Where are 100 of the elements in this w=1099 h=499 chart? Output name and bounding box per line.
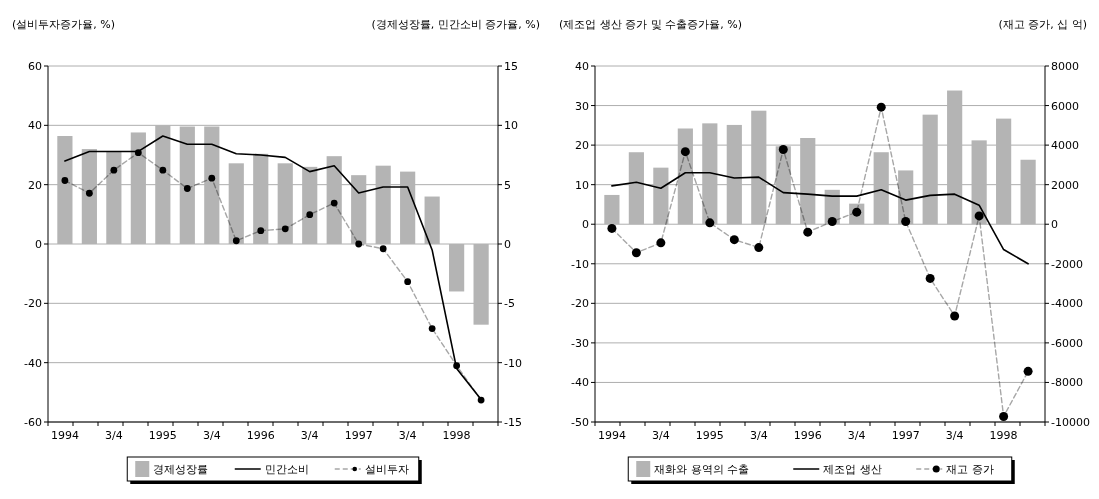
- y-tick-label: 10: [574, 178, 589, 192]
- y-tick-label: -10: [570, 257, 589, 271]
- x-tick-label: 3/4: [300, 429, 319, 442]
- x-tick-label: 3/4: [651, 429, 670, 442]
- y-tick-label: -60: [24, 416, 42, 429]
- y-tick-label: 20: [28, 178, 42, 192]
- point: [428, 325, 436, 332]
- y2-tick-label: -5: [504, 297, 515, 311]
- y-tick-label: 60: [28, 60, 42, 73]
- bar: [995, 118, 1011, 225]
- bar: [946, 90, 962, 225]
- x-tick-label: 1998: [989, 429, 1018, 442]
- point: [778, 144, 788, 154]
- y-axis-title: (설비투자증가율, %): [12, 18, 116, 31]
- y-tick-label: 20: [574, 139, 589, 153]
- bar: [971, 140, 987, 225]
- bar: [326, 156, 342, 244]
- y2-tick-label: 0: [1050, 218, 1058, 232]
- point: [729, 235, 739, 245]
- point: [631, 248, 641, 258]
- point: [453, 362, 461, 370]
- y2-axis-title: (재고 증가, 십 억): [997, 18, 1087, 31]
- y2-tick-label: 15: [504, 60, 518, 73]
- point: [680, 147, 690, 157]
- x-tick-label: 3/4: [398, 429, 417, 442]
- y-tick-label: 0: [581, 218, 589, 232]
- y2-tick-label: -4000: [1050, 297, 1083, 311]
- bar: [701, 123, 717, 225]
- point: [655, 238, 665, 248]
- x-tick-label: 3/4: [202, 429, 221, 442]
- bar: [130, 132, 146, 244]
- y-tick-label: 30: [574, 99, 589, 113]
- bar: [351, 175, 367, 244]
- y2-tick-label: 6000: [1050, 99, 1079, 113]
- point: [802, 227, 812, 237]
- y-axis-title: (제조업 생산 증가 및 수출증가율, %): [558, 18, 742, 31]
- bar: [179, 126, 195, 244]
- bar: [603, 194, 619, 225]
- point: [379, 245, 387, 253]
- point: [257, 227, 265, 235]
- point: [110, 166, 118, 174]
- y2-tick-label: -6000: [1050, 336, 1083, 350]
- bar: [677, 128, 693, 225]
- point: [330, 199, 338, 207]
- bar: [57, 136, 73, 244]
- y2-tick-label: -10: [504, 356, 522, 370]
- x-tick-label: 1995: [695, 429, 724, 442]
- x-tick-label: 1994: [597, 429, 626, 442]
- y-tick-label: 40: [28, 119, 42, 133]
- legend-label: 설비투자: [364, 463, 409, 476]
- bar: [449, 244, 465, 292]
- point: [949, 311, 959, 321]
- point: [606, 223, 616, 233]
- point: [477, 396, 485, 404]
- bar: [424, 196, 440, 244]
- x-tick-label: 1997: [891, 429, 920, 442]
- bar: [204, 126, 220, 244]
- bar: [81, 149, 97, 244]
- bar: [277, 163, 293, 244]
- bar: [775, 146, 791, 225]
- x-tick-label: 1994: [50, 429, 79, 442]
- line-series: [610, 172, 1029, 265]
- y2-tick-label: 2000: [1050, 178, 1079, 192]
- point: [876, 102, 886, 112]
- x-tick-label: 3/4: [749, 429, 768, 442]
- legend-label: 경제성장률: [153, 463, 209, 476]
- point: [974, 211, 984, 221]
- point: [134, 149, 142, 157]
- point: [85, 189, 93, 197]
- y-tick-label: -30: [570, 336, 589, 350]
- point: [306, 211, 314, 219]
- bar: [375, 165, 391, 244]
- point: [232, 237, 240, 245]
- point: [355, 240, 363, 248]
- legend-label: 제조업 생산: [822, 463, 882, 476]
- bar: [873, 152, 889, 225]
- y-tick-label: -20: [570, 297, 589, 311]
- point: [1023, 366, 1033, 376]
- point: [704, 218, 714, 228]
- y2-tick-label: 0: [504, 238, 511, 251]
- legend-label: 재고 증가: [945, 463, 994, 476]
- x-tick-label: 3/4: [105, 429, 123, 442]
- point: [753, 243, 763, 253]
- bar: [1020, 159, 1036, 225]
- x-tick-label: 1995: [148, 429, 177, 442]
- bar: [302, 166, 318, 244]
- bar: [473, 244, 489, 325]
- y2-tick-label: 5: [504, 178, 511, 192]
- bar: [726, 124, 742, 225]
- y-tick-label: 0: [35, 238, 42, 251]
- y-tick-label: 40: [574, 60, 589, 73]
- y2-axis-title: (경제성장률, 민간소비 증가율, %): [371, 18, 540, 31]
- x-tick-label: 1996: [793, 429, 822, 442]
- bar: [155, 125, 171, 244]
- point: [404, 278, 412, 286]
- x-tick-label: 1998: [442, 429, 471, 442]
- bar: [628, 152, 644, 225]
- y2-tick-label: -10000: [1050, 416, 1090, 429]
- legend-label: 민간소비: [264, 463, 309, 476]
- point: [900, 216, 910, 226]
